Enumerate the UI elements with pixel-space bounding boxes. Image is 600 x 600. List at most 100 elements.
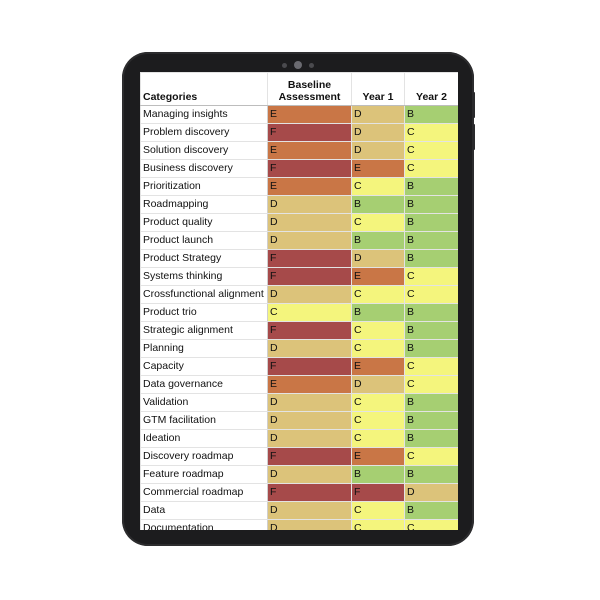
category-cell[interactable]: Product quality: [140, 213, 268, 232]
year-2-grade-cell[interactable]: C: [404, 519, 458, 530]
baseline-grade-cell[interactable]: D: [267, 213, 352, 232]
category-cell[interactable]: Capacity: [140, 357, 268, 376]
header-categories[interactable]: Categories: [140, 72, 268, 106]
year-2-grade-cell[interactable]: C: [404, 159, 458, 178]
category-cell[interactable]: Roadmapping: [140, 195, 268, 214]
baseline-grade-cell[interactable]: D: [267, 465, 352, 484]
baseline-grade-cell[interactable]: E: [267, 105, 352, 124]
year-2-grade-cell[interactable]: B: [404, 249, 458, 268]
year-2-grade-cell[interactable]: B: [404, 321, 458, 340]
category-cell[interactable]: Commercial roadmap: [140, 483, 268, 502]
category-cell[interactable]: Planning: [140, 339, 268, 358]
year-1-grade-cell[interactable]: E: [351, 447, 405, 466]
category-cell[interactable]: Documentation: [140, 519, 268, 530]
category-cell[interactable]: Product Strategy: [140, 249, 268, 268]
category-cell[interactable]: Data: [140, 501, 268, 520]
year-1-grade-cell[interactable]: C: [351, 501, 405, 520]
year-2-grade-cell[interactable]: B: [404, 339, 458, 358]
year-2-grade-cell[interactable]: B: [404, 393, 458, 412]
year-1-grade-cell[interactable]: F: [351, 483, 405, 502]
year-2-grade-cell[interactable]: C: [404, 375, 458, 394]
year-2-grade-cell[interactable]: B: [404, 231, 458, 250]
baseline-grade-cell[interactable]: E: [267, 141, 352, 160]
year-1-grade-cell[interactable]: E: [351, 159, 405, 178]
header-year-1[interactable]: Year 1: [351, 72, 405, 106]
year-2-grade-cell[interactable]: B: [404, 465, 458, 484]
year-2-grade-cell[interactable]: B: [404, 429, 458, 448]
year-1-grade-cell[interactable]: C: [351, 411, 405, 430]
category-cell[interactable]: Systems thinking: [140, 267, 268, 286]
baseline-grade-cell[interactable]: D: [267, 429, 352, 448]
baseline-grade-cell[interactable]: D: [267, 411, 352, 430]
category-cell[interactable]: Crossfunctional alignment: [140, 285, 268, 304]
year-1-grade-cell[interactable]: B: [351, 465, 405, 484]
header-baseline-assessment[interactable]: Baseline Assessment: [267, 72, 352, 106]
year-1-grade-cell[interactable]: D: [351, 375, 405, 394]
baseline-grade-cell[interactable]: F: [267, 123, 352, 142]
year-1-grade-cell[interactable]: C: [351, 213, 405, 232]
year-2-grade-cell[interactable]: B: [404, 303, 458, 322]
year-1-grade-cell[interactable]: D: [351, 141, 405, 160]
year-2-grade-cell[interactable]: B: [404, 213, 458, 232]
year-1-grade-cell[interactable]: D: [351, 105, 405, 124]
year-1-grade-cell[interactable]: C: [351, 429, 405, 448]
category-cell[interactable]: Solution discovery: [140, 141, 268, 160]
category-cell[interactable]: Feature roadmap: [140, 465, 268, 484]
baseline-grade-cell[interactable]: F: [267, 249, 352, 268]
year-2-grade-cell[interactable]: C: [404, 267, 458, 286]
year-1-grade-cell[interactable]: D: [351, 123, 405, 142]
header-year-2[interactable]: Year 2: [404, 72, 458, 106]
category-cell[interactable]: Ideation: [140, 429, 268, 448]
category-cell[interactable]: Product launch: [140, 231, 268, 250]
baseline-grade-cell[interactable]: D: [267, 519, 352, 530]
year-1-grade-cell[interactable]: B: [351, 231, 405, 250]
year-1-grade-cell[interactable]: E: [351, 267, 405, 286]
baseline-grade-cell[interactable]: C: [267, 303, 352, 322]
year-2-grade-cell[interactable]: B: [404, 177, 458, 196]
year-2-grade-cell[interactable]: B: [404, 105, 458, 124]
year-1-grade-cell[interactable]: B: [351, 195, 405, 214]
baseline-grade-cell[interactable]: F: [267, 483, 352, 502]
year-1-grade-cell[interactable]: B: [351, 303, 405, 322]
year-1-grade-cell[interactable]: D: [351, 249, 405, 268]
baseline-grade-cell[interactable]: E: [267, 177, 352, 196]
year-2-grade-cell[interactable]: C: [404, 447, 458, 466]
year-1-grade-cell[interactable]: C: [351, 339, 405, 358]
baseline-grade-cell[interactable]: D: [267, 501, 352, 520]
baseline-grade-cell[interactable]: F: [267, 321, 352, 340]
year-2-grade-cell[interactable]: C: [404, 285, 458, 304]
baseline-grade-cell[interactable]: F: [267, 357, 352, 376]
category-cell[interactable]: Discovery roadmap: [140, 447, 268, 466]
year-1-grade-cell[interactable]: C: [351, 519, 405, 530]
year-1-grade-cell[interactable]: C: [351, 285, 405, 304]
year-2-grade-cell[interactable]: B: [404, 501, 458, 520]
baseline-grade-cell[interactable]: F: [267, 159, 352, 178]
year-1-grade-cell[interactable]: C: [351, 177, 405, 196]
year-2-grade-cell[interactable]: C: [404, 123, 458, 142]
baseline-grade-cell[interactable]: F: [267, 267, 352, 286]
year-2-grade-cell[interactable]: B: [404, 195, 458, 214]
baseline-grade-cell[interactable]: D: [267, 285, 352, 304]
year-2-grade-cell[interactable]: C: [404, 357, 458, 376]
category-cell[interactable]: Managing insights: [140, 105, 268, 124]
baseline-grade-cell[interactable]: D: [267, 393, 352, 412]
category-cell[interactable]: Strategic alignment: [140, 321, 268, 340]
baseline-grade-cell[interactable]: E: [267, 375, 352, 394]
baseline-grade-cell[interactable]: D: [267, 195, 352, 214]
category-cell[interactable]: Business discovery: [140, 159, 268, 178]
category-cell[interactable]: Product trio: [140, 303, 268, 322]
category-cell[interactable]: Data governance: [140, 375, 268, 394]
year-2-grade-cell[interactable]: D: [404, 483, 458, 502]
category-cell[interactable]: Prioritization: [140, 177, 268, 196]
category-cell[interactable]: GTM facilitation: [140, 411, 268, 430]
category-cell[interactable]: Problem discovery: [140, 123, 268, 142]
year-1-grade-cell[interactable]: C: [351, 393, 405, 412]
year-1-grade-cell[interactable]: E: [351, 357, 405, 376]
baseline-grade-cell[interactable]: F: [267, 447, 352, 466]
category-cell[interactable]: Validation: [140, 393, 268, 412]
year-2-grade-cell[interactable]: B: [404, 411, 458, 430]
baseline-grade-cell[interactable]: D: [267, 231, 352, 250]
year-1-grade-cell[interactable]: C: [351, 321, 405, 340]
year-2-grade-cell[interactable]: C: [404, 141, 458, 160]
baseline-grade-cell[interactable]: D: [267, 339, 352, 358]
